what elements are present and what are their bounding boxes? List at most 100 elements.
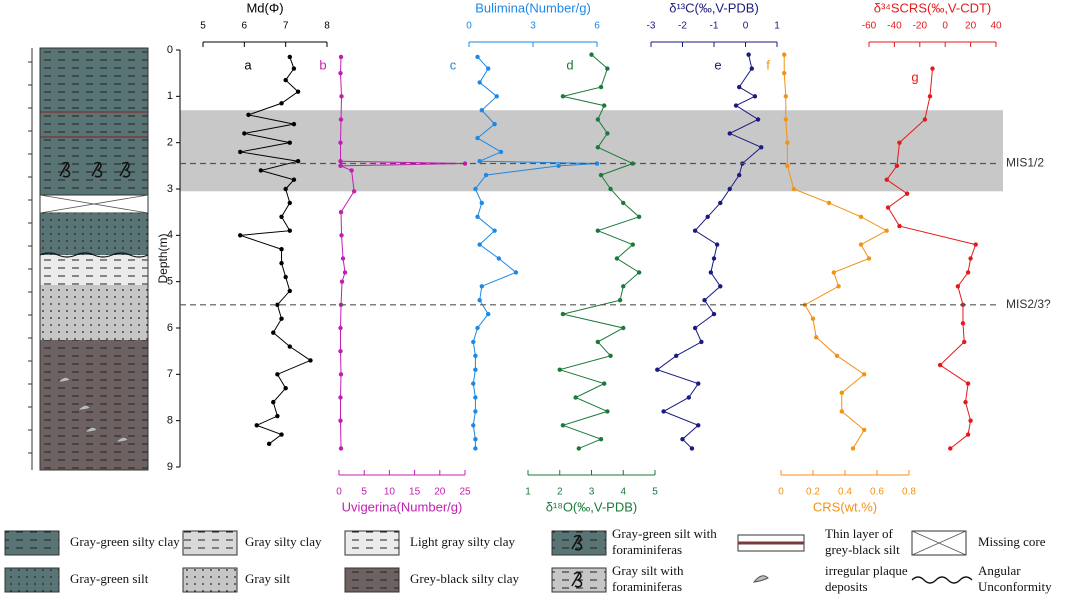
point	[283, 386, 288, 391]
point	[897, 140, 902, 145]
point	[968, 256, 973, 261]
profile-line	[656, 54, 763, 449]
point	[246, 112, 251, 118]
x-tick-label: 7	[283, 21, 289, 32]
point	[759, 145, 764, 150]
point	[287, 54, 292, 60]
point	[755, 117, 761, 122]
profile-line	[557, 54, 641, 449]
point	[752, 94, 758, 99]
x-tick-label: -3	[647, 21, 656, 32]
point	[473, 353, 478, 358]
point	[834, 353, 840, 358]
legend-label: Grey-black silty clay	[410, 571, 520, 586]
legend-label: Gray-green silt with	[612, 526, 717, 541]
shaded-interval	[180, 110, 1003, 192]
panel: 5 6 7 8 Md(Φ) a	[200, 0, 330, 447]
point	[608, 353, 613, 358]
point	[473, 437, 478, 442]
point	[965, 432, 971, 437]
x-tick-label: 3	[530, 21, 536, 32]
point	[238, 149, 243, 155]
point	[242, 131, 247, 136]
point	[850, 446, 856, 451]
point	[291, 121, 297, 127]
x-tick-label: 20	[965, 21, 977, 32]
profile-line	[340, 56, 466, 449]
point	[605, 66, 610, 71]
legend-label: foraminiferas	[612, 542, 682, 557]
y-axis-label: Depth(m)	[156, 233, 170, 283]
x-tick-label: 5	[361, 487, 367, 498]
point	[749, 66, 754, 71]
panel: 1 2 3 4 5 δ¹⁸O(‰,V-PDB) d	[525, 52, 658, 514]
x-axis-label: Uvigerina(Number/g)	[342, 499, 463, 514]
x-tick-label: 0	[778, 487, 784, 498]
y-tick-label: 6	[167, 322, 173, 334]
point	[922, 117, 928, 122]
point	[746, 52, 751, 57]
point	[785, 140, 790, 145]
x-tick-label: 4	[620, 487, 626, 498]
point	[339, 94, 344, 99]
panel: -3 -2 -1 0 1 δ¹³C(‰,V-PDB) e	[647, 0, 780, 451]
point	[266, 441, 272, 447]
point	[696, 381, 701, 386]
point	[810, 316, 816, 321]
point	[602, 381, 607, 386]
legend-label: Unconformity	[978, 579, 1052, 594]
column-border	[39, 47, 149, 471]
x-tick-label: 0	[466, 21, 472, 32]
point	[708, 270, 714, 275]
point	[287, 200, 292, 206]
point	[349, 168, 354, 173]
point	[661, 409, 666, 414]
x-axis-label: Bulimina(Number/g)	[475, 0, 591, 15]
legend-label: Thin layer of	[825, 526, 894, 541]
point	[960, 321, 966, 326]
point	[471, 339, 476, 345]
panel: 0 0.2 0.4 0.6 0.8 CRS(wt.%) f	[766, 52, 916, 514]
x-tick-label: 0	[942, 21, 948, 32]
point	[589, 52, 594, 57]
x-tick-label: 0	[336, 487, 342, 498]
point	[238, 233, 243, 238]
point	[279, 316, 284, 321]
point	[477, 242, 482, 247]
marker-label: MIS1/2	[1006, 156, 1044, 170]
point	[338, 70, 343, 76]
x-tick-label: 2	[557, 487, 563, 498]
point	[727, 186, 732, 192]
point	[598, 172, 604, 178]
point	[973, 242, 978, 247]
point	[338, 395, 343, 400]
legend-label: Angular	[978, 563, 1021, 578]
foram-symbols	[59, 161, 131, 178]
legend-label: foraminiferas	[612, 579, 682, 594]
point	[338, 348, 343, 354]
legend-swatch	[5, 568, 59, 592]
profile-line	[886, 68, 977, 449]
legend-swatch	[5, 531, 59, 555]
legend-swatch	[345, 568, 399, 592]
unconformity	[39, 252, 149, 258]
legend-swatch	[911, 530, 967, 556]
lithology-column	[28, 47, 149, 471]
point	[737, 172, 742, 178]
point	[473, 395, 478, 400]
point	[733, 103, 739, 108]
point	[338, 325, 343, 331]
x-tick-label: 0.8	[902, 487, 916, 498]
point	[814, 335, 819, 340]
point	[686, 395, 691, 400]
x-tick-label: 6	[594, 21, 600, 32]
point	[602, 103, 607, 108]
point	[338, 418, 343, 423]
point	[894, 163, 900, 169]
x-tick-label: -20	[913, 21, 928, 32]
point	[556, 163, 561, 169]
point	[279, 214, 284, 219]
x-tick-label: 3	[589, 487, 595, 498]
point	[492, 228, 497, 233]
